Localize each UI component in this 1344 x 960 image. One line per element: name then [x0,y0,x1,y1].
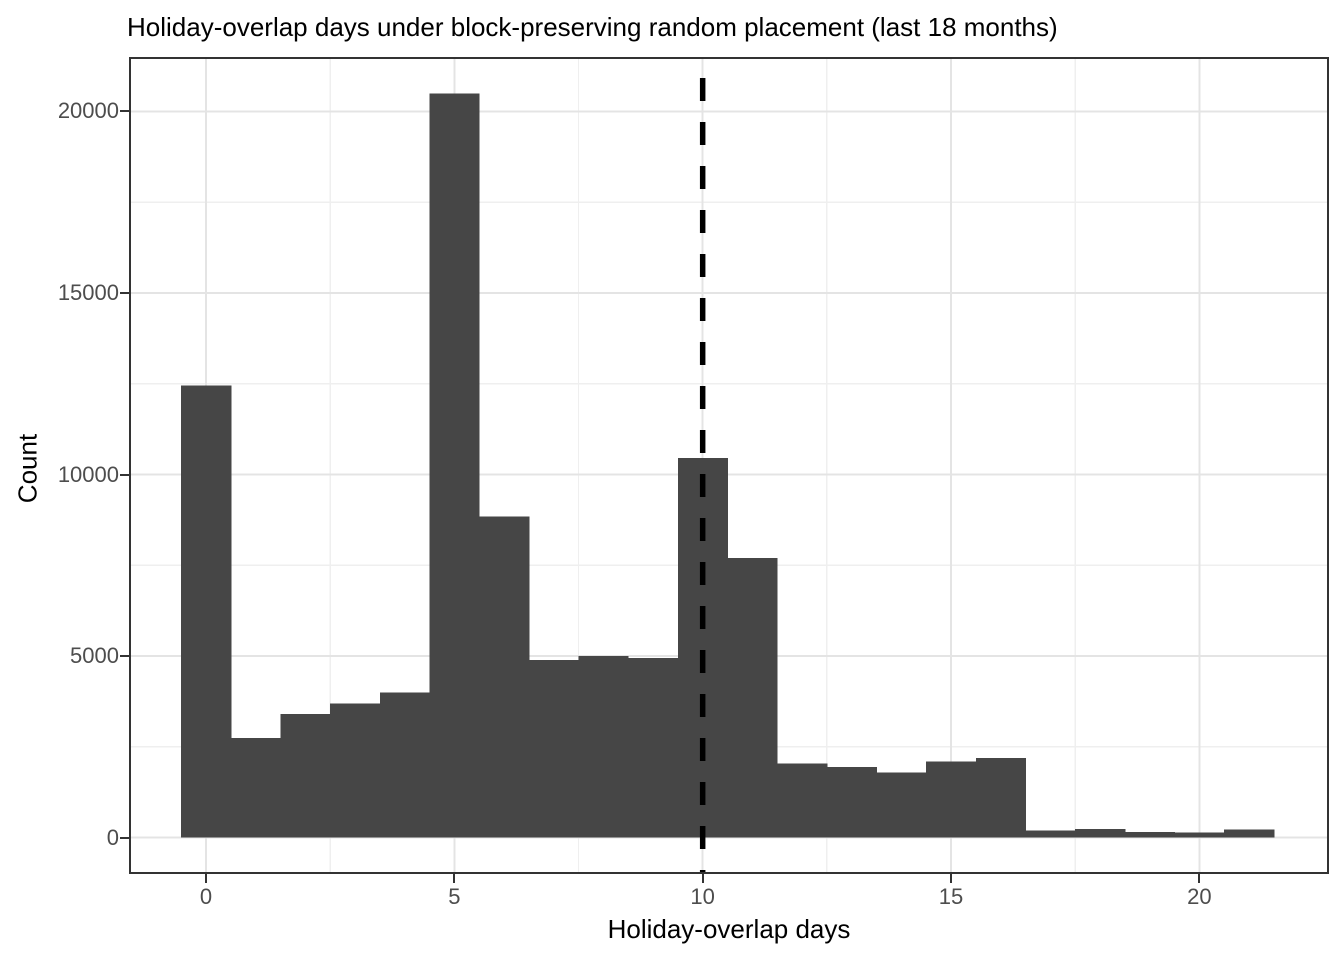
histogram-bar [628,657,679,838]
chart-title: Holiday-overlap days under block-preserv… [127,12,1058,42]
x-axis-tick-mark [204,874,207,883]
histogram-bar [1075,828,1126,838]
y-axis-tick-mark [120,473,129,476]
histogram-bar [280,714,331,838]
histogram-bar [230,737,281,838]
y-tick-label: 15000 [57,280,119,306]
histogram-bar [1124,831,1176,838]
x-tick-label: 15 [938,884,964,909]
histogram-bar [975,757,1027,838]
x-axis-title: Holiday-overlap days [607,914,851,944]
panel-border [129,57,1329,874]
y-axis-tick-mark [120,292,129,295]
histogram-bar [876,772,927,838]
histogram-bar [727,558,778,838]
histogram-bar [528,659,580,838]
histogram-bar [181,385,232,838]
histogram-bar [926,761,977,838]
y-tick-label: 20000 [57,98,119,124]
histogram-bar [677,458,729,838]
x-axis-tick-mark [1198,874,1201,883]
histogram-bar [1224,829,1275,838]
histogram-bar [429,93,480,838]
x-tick-label: 0 [199,884,213,909]
x-axis-tick-mark [950,874,953,883]
histogram-bar [777,763,828,838]
y-tick-label: 0 [106,824,119,850]
plot-panel [129,57,1329,874]
x-tick-label: 20 [1187,884,1212,909]
x-axis-tick-mark [453,874,456,883]
histogram-bar [479,516,530,838]
x-tick-label: 5 [448,884,461,909]
y-tick-label: 10000 [57,461,119,487]
histogram-bar [826,766,878,838]
histogram-bar [330,703,381,838]
x-axis-tick-mark [701,874,704,883]
histogram-bar [1174,832,1225,838]
y-axis-tick-mark [120,655,129,658]
y-axis-tick-mark [120,110,129,113]
histogram-bar [578,656,629,838]
y-axis-tick-mark [120,836,129,839]
histogram-bar [1025,830,1076,838]
histogram-bar [379,692,430,838]
x-tick-label: 10 [690,884,715,909]
y-tick-label: 5000 [70,643,119,669]
